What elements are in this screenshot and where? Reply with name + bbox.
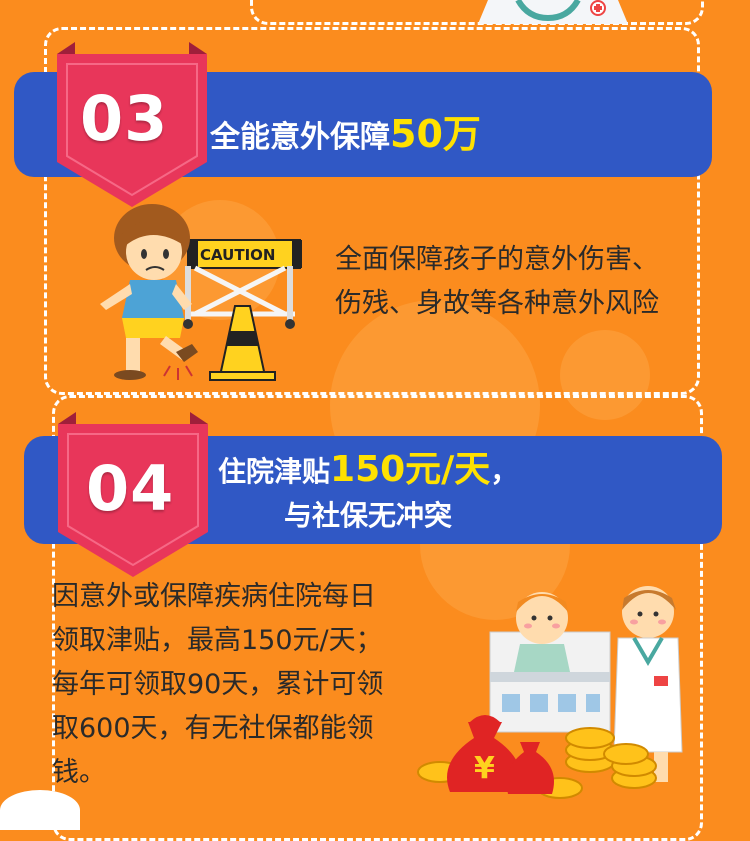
section-03-number: 03	[80, 82, 169, 155]
section-03-description: 全面保障孩子的意外伤害、 伤残、身故等各种意外风险	[335, 238, 659, 326]
section-04-description: 因意外或保障疾病住院每日 领取津贴，最高150元/天； 每年可领取90天，累计可…	[52, 575, 383, 795]
section-03-ribbon	[57, 42, 207, 207]
section-03-title: 全能意外保障50万	[210, 103, 481, 158]
caution-label: CAUTION	[200, 246, 275, 264]
section-03-desc-line: 伤残、身故等各种意外风险	[335, 288, 659, 319]
child-injury-illustration: CAUTION	[80, 196, 310, 386]
bottom-white-shape	[0, 790, 80, 830]
section-04-title-highlight: 150元/天	[330, 449, 491, 490]
section-04-ribbon	[58, 412, 208, 577]
bg-bubble	[560, 330, 650, 420]
section-04-desc-line: 钱。	[52, 757, 106, 788]
section-04-desc-line: 取600天，有无社保都能领	[52, 713, 374, 744]
section-04-title-line2: 与社保无冲突	[284, 499, 453, 532]
previous-section-frame	[250, 0, 704, 25]
section-04-desc-line: 每年可领取90天，累计可领	[52, 669, 384, 700]
section-04-title-line1: 住院津贴150元/天，	[218, 448, 518, 494]
section-03-desc-line: 全面保障孩子的意外伤害、	[335, 244, 659, 275]
section-04-desc-line: 领取津贴，最高150元/天；	[52, 625, 383, 656]
money-bag-symbol: ¥	[474, 751, 495, 786]
section-04-desc-line: 因意外或保障疾病住院每日	[52, 581, 376, 612]
section-04-title-text: 住院津贴	[218, 455, 331, 488]
section-04-title-comma: ，	[490, 455, 519, 488]
section-04-number: 04	[86, 452, 175, 525]
section-03-title-highlight: 50万	[390, 112, 481, 156]
section-04-title: 住院津贴150元/天， 与社保无冲突	[218, 448, 518, 538]
hospital-money-illustration: ¥	[410, 572, 710, 802]
doctor-illustration-partial	[478, 0, 628, 24]
section-03-frame	[44, 27, 700, 395]
section-03-title-text: 全能意外保障	[210, 120, 390, 155]
